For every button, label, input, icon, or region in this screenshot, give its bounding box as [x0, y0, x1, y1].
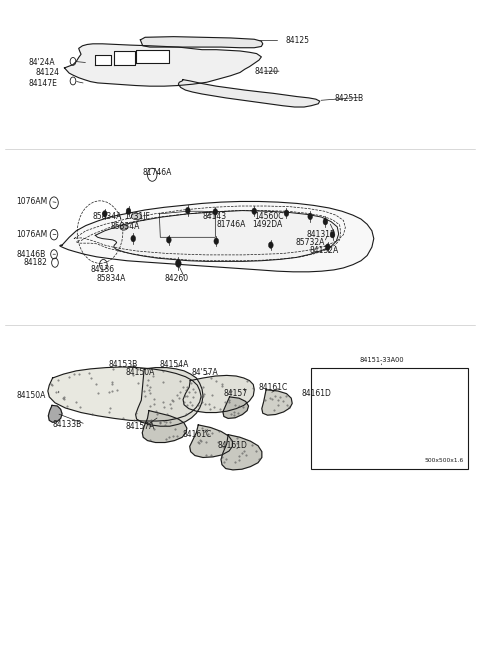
Circle shape: [308, 213, 312, 219]
Text: 84133B: 84133B: [53, 420, 82, 429]
Ellipse shape: [120, 225, 128, 230]
Text: 1076AM: 1076AM: [16, 197, 48, 206]
Text: 84150A: 84150A: [16, 391, 46, 400]
Text: 1731JF: 1731JF: [124, 212, 150, 221]
Text: 84182: 84182: [24, 258, 48, 267]
Text: 84161D: 84161D: [217, 442, 247, 450]
Circle shape: [284, 210, 289, 216]
Polygon shape: [96, 55, 111, 64]
Polygon shape: [114, 51, 135, 65]
Bar: [311, 367, 468, 468]
Circle shape: [131, 235, 136, 242]
Text: 84147E: 84147E: [29, 79, 58, 88]
Text: 84132A: 84132A: [310, 246, 339, 256]
Polygon shape: [325, 389, 429, 443]
Polygon shape: [136, 367, 203, 426]
Text: 84125: 84125: [285, 36, 309, 45]
Polygon shape: [142, 411, 187, 443]
Circle shape: [102, 211, 107, 217]
Circle shape: [213, 209, 218, 215]
Polygon shape: [136, 51, 169, 62]
Circle shape: [176, 260, 181, 267]
Text: 85732A: 85732A: [296, 238, 325, 247]
Polygon shape: [48, 367, 201, 421]
Text: 84136: 84136: [91, 265, 115, 275]
Circle shape: [330, 231, 335, 238]
Text: 84161C: 84161C: [182, 430, 211, 439]
Text: 84150A: 84150A: [125, 369, 155, 377]
Text: 84157: 84157: [224, 389, 248, 398]
Text: 84154A: 84154A: [159, 361, 189, 369]
Circle shape: [252, 208, 257, 214]
Circle shape: [325, 244, 330, 250]
Polygon shape: [60, 202, 374, 272]
Polygon shape: [140, 37, 263, 48]
Text: 14560C: 14560C: [254, 212, 284, 221]
Text: 81746A: 81746A: [216, 220, 246, 229]
Circle shape: [323, 218, 328, 225]
Text: 84146B: 84146B: [16, 250, 45, 259]
Text: 84151-33A00: 84151-33A00: [360, 357, 404, 363]
Text: 85834A: 85834A: [93, 212, 122, 221]
Polygon shape: [262, 390, 292, 415]
Text: 85834A: 85834A: [96, 274, 126, 283]
Polygon shape: [183, 375, 254, 413]
Polygon shape: [190, 425, 232, 457]
Text: 84251B: 84251B: [335, 94, 364, 103]
Text: 1492DA: 1492DA: [252, 220, 283, 229]
Text: 84161C: 84161C: [259, 382, 288, 392]
Text: 84143: 84143: [202, 212, 226, 221]
Polygon shape: [179, 79, 320, 107]
Text: 84'24A: 84'24A: [29, 58, 56, 67]
Text: 84260: 84260: [164, 274, 188, 283]
Text: 84124: 84124: [35, 68, 59, 77]
Text: 84153B: 84153B: [108, 361, 137, 369]
Circle shape: [185, 208, 190, 214]
Ellipse shape: [132, 213, 142, 219]
Text: 85834A: 85834A: [111, 221, 140, 231]
Circle shape: [126, 208, 131, 214]
Polygon shape: [221, 435, 262, 470]
Circle shape: [214, 238, 219, 244]
Text: 84131B: 84131B: [306, 229, 336, 238]
Text: 84157A: 84157A: [125, 422, 155, 431]
Circle shape: [167, 237, 171, 243]
Polygon shape: [64, 44, 261, 86]
Polygon shape: [48, 405, 62, 422]
Text: 84120: 84120: [254, 66, 278, 76]
Text: 84161D: 84161D: [301, 389, 332, 398]
Text: 81746A: 81746A: [143, 168, 172, 177]
Text: 500x500x1.6: 500x500x1.6: [425, 458, 464, 463]
Text: 84'57A: 84'57A: [192, 369, 218, 377]
Polygon shape: [96, 211, 339, 261]
Polygon shape: [223, 397, 249, 419]
Circle shape: [268, 242, 273, 248]
Text: 1076AM: 1076AM: [16, 229, 48, 238]
